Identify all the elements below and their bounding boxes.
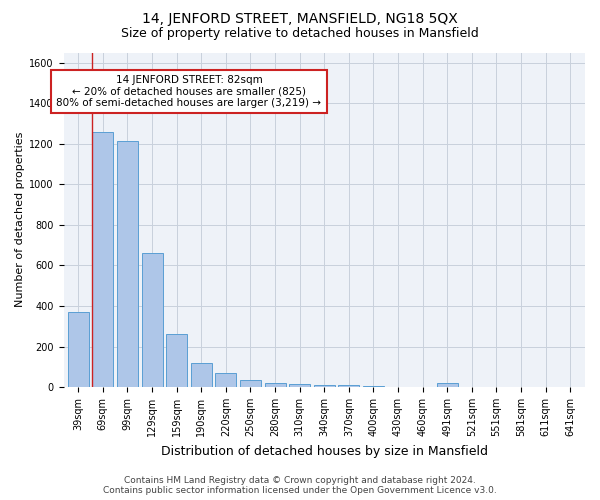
Bar xyxy=(92,132,113,387)
Bar xyxy=(215,374,236,387)
Bar xyxy=(142,253,163,387)
Text: Contains public sector information licensed under the Open Government Licence v3: Contains public sector information licen… xyxy=(103,486,497,495)
Bar xyxy=(437,384,458,387)
Text: 14 JENFORD STREET: 82sqm
← 20% of detached houses are smaller (825)
80% of semi-: 14 JENFORD STREET: 82sqm ← 20% of detach… xyxy=(56,75,322,108)
Bar xyxy=(314,385,335,387)
Bar xyxy=(363,386,384,387)
Bar xyxy=(166,334,187,387)
Text: Contains HM Land Registry data © Crown copyright and database right 2024.: Contains HM Land Registry data © Crown c… xyxy=(124,476,476,485)
Bar xyxy=(265,382,286,387)
Y-axis label: Number of detached properties: Number of detached properties xyxy=(15,132,25,308)
Bar xyxy=(191,362,212,387)
Bar xyxy=(240,380,261,387)
Text: Size of property relative to detached houses in Mansfield: Size of property relative to detached ho… xyxy=(121,28,479,40)
X-axis label: Distribution of detached houses by size in Mansfield: Distribution of detached houses by size … xyxy=(161,444,488,458)
Bar xyxy=(338,386,359,387)
Bar xyxy=(68,312,89,387)
Bar xyxy=(289,384,310,387)
Bar xyxy=(117,140,138,387)
Text: 14, JENFORD STREET, MANSFIELD, NG18 5QX: 14, JENFORD STREET, MANSFIELD, NG18 5QX xyxy=(142,12,458,26)
